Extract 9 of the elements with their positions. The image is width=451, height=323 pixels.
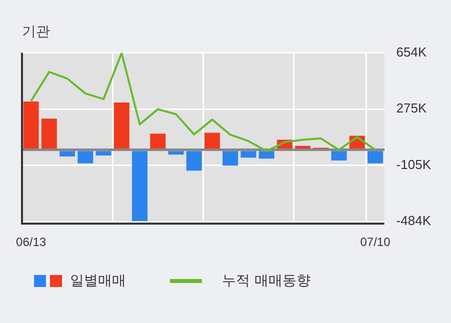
y-tick-label: 275K <box>396 100 427 116</box>
chart-title: 기관 <box>22 24 50 40</box>
legend-label: 일별매매 <box>70 272 126 290</box>
y-tick-label: -484K <box>396 213 432 228</box>
y-tick-label: -105K <box>396 157 432 172</box>
x-tick-label: 06/13 <box>16 235 46 250</box>
legend-label: 누적 매매동향 <box>222 272 310 290</box>
x-tick-label: 07/10 <box>360 235 391 250</box>
y-tick-label: 654K <box>396 44 427 60</box>
